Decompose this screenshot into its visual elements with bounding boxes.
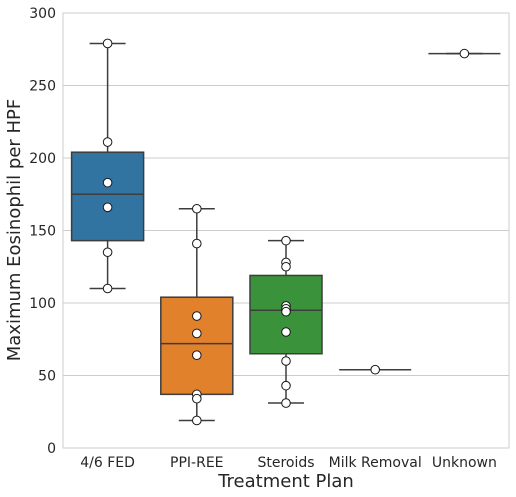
data-point	[459, 48, 470, 59]
data-point	[281, 327, 291, 337]
y-tick-label: 200	[29, 151, 56, 167]
data-point	[192, 415, 202, 426]
y-axis-title: Maximum Eosinophil per HPF	[4, 99, 25, 362]
data-point	[281, 235, 291, 246]
data-point	[192, 350, 202, 361]
x-tick-label: 4/6 FED	[80, 455, 135, 471]
y-axis-ticks: 0 50 100 150 200 250 300	[29, 6, 56, 457]
x-axis-title: Treatment Plan	[217, 471, 354, 492]
data-point	[192, 203, 202, 214]
data-point	[102, 38, 113, 49]
data-point	[281, 380, 291, 391]
data-point	[192, 328, 202, 339]
data-points	[102, 38, 470, 426]
x-axis-ticks: 4/6 FED PPI-REE Steroids Milk Removal Unknow…	[80, 455, 497, 471]
data-point	[281, 398, 291, 408]
y-tick-label: 150	[29, 224, 56, 240]
x-tick-label: Steroids	[257, 455, 314, 471]
data-point	[192, 311, 202, 321]
data-point	[102, 137, 113, 147]
data-point	[102, 202, 113, 213]
x-tick-label: Unknown	[432, 455, 497, 471]
data-point	[102, 247, 113, 258]
x-tick-label: PPI-REE	[170, 455, 223, 471]
y-tick-label: 300	[29, 6, 56, 22]
y-tick-label: 50	[38, 369, 56, 385]
data-point	[281, 356, 291, 366]
y-tick-label: 250	[29, 79, 56, 95]
data-point	[370, 364, 381, 375]
data-point	[281, 306, 291, 317]
data-point	[281, 261, 291, 272]
data-point	[102, 283, 113, 294]
data-point	[192, 393, 202, 404]
data-point	[192, 238, 202, 249]
y-tick-label: 0	[47, 441, 56, 457]
y-tick-label: 100	[29, 296, 56, 312]
box-iqr	[70, 151, 145, 242]
data-point	[102, 177, 113, 188]
x-tick-label: Milk Removal	[329, 455, 422, 471]
